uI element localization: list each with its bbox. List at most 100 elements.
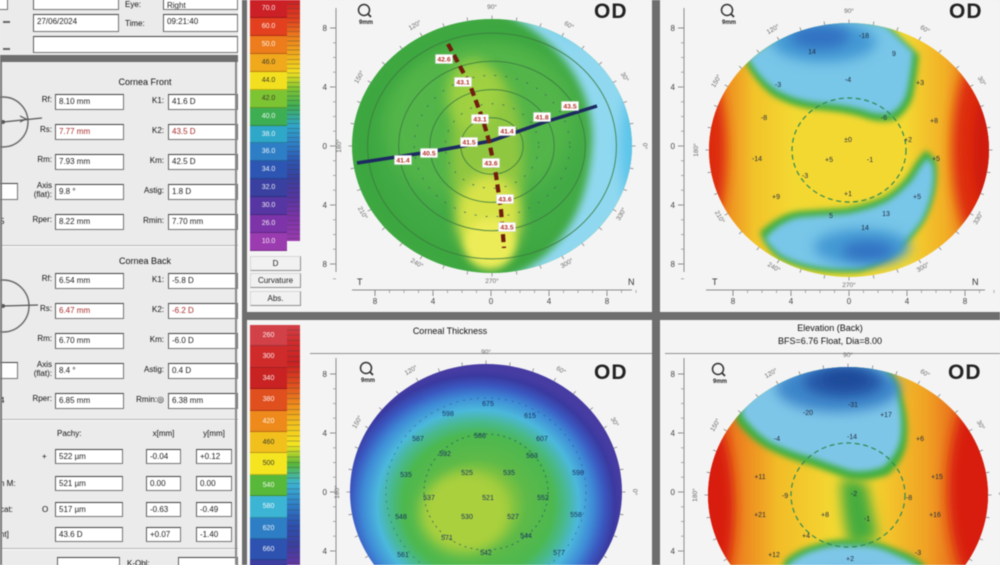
svg-text:+11: +11 — [754, 474, 765, 481]
svg-text:OD: OD — [594, 0, 628, 23]
svg-text:+2: +2 — [904, 137, 912, 144]
svg-text:210°: 210° — [713, 209, 727, 225]
svg-text:0°: 0° — [997, 492, 1000, 499]
svg-text:14: 14 — [861, 225, 869, 232]
svg-text:8: 8 — [605, 297, 610, 306]
svg-text:270°: 270° — [485, 277, 499, 285]
svg-text:8: 8 — [731, 297, 736, 306]
svg-text:+5: +5 — [913, 194, 921, 201]
svg-text:530: 530 — [461, 514, 473, 521]
svg-text:4: 4 — [547, 297, 552, 306]
svg-text:9mm: 9mm — [359, 20, 373, 26]
svg-text:577: 577 — [553, 550, 565, 557]
svg-text:+6: +6 — [916, 436, 924, 443]
svg-text:-31: -31 — [848, 402, 858, 409]
svg-text:-6: -6 — [881, 115, 887, 122]
svg-text:544: 544 — [520, 533, 532, 540]
svg-text:9mm: 9mm — [713, 379, 727, 385]
svg-text:41.4: 41.4 — [396, 158, 409, 165]
svg-text:N: N — [628, 277, 635, 287]
svg-text:0: 0 — [847, 297, 852, 306]
svg-text:+21: +21 — [754, 512, 766, 519]
svg-text:60°: 60° — [919, 23, 932, 35]
svg-text:90°: 90° — [487, 3, 497, 11]
svg-text:60°: 60° — [555, 364, 568, 376]
svg-text:0: 0 — [323, 142, 328, 151]
svg-text:537: 537 — [423, 495, 435, 502]
svg-text:180°: 180° — [335, 139, 343, 153]
svg-text:T: T — [712, 277, 718, 287]
svg-text:120°: 120° — [765, 22, 781, 36]
svg-text:120°: 120° — [407, 18, 423, 32]
svg-text:-1: -1 — [864, 516, 870, 523]
svg-text:-3: -3 — [802, 173, 808, 180]
svg-text:330°: 330° — [614, 206, 628, 222]
svg-text:+1: +1 — [844, 191, 852, 198]
svg-text:30°: 30° — [975, 419, 987, 432]
svg-text:OD: OD — [594, 361, 628, 384]
svg-text:43.6: 43.6 — [498, 197, 511, 204]
svg-text:527: 527 — [507, 514, 519, 521]
svg-text:330°: 330° — [971, 210, 985, 226]
svg-text:592: 592 — [439, 451, 451, 458]
svg-text:41.4: 41.4 — [500, 129, 513, 136]
svg-text:-1: -1 — [867, 157, 873, 164]
svg-text:8: 8 — [323, 24, 328, 33]
svg-text:0: 0 — [489, 297, 494, 306]
svg-text:0: 0 — [323, 488, 328, 497]
svg-text:43.5: 43.5 — [563, 104, 576, 111]
svg-text:675: 675 — [482, 401, 494, 408]
svg-text:4: 4 — [323, 201, 328, 210]
svg-text:+9: +9 — [772, 194, 780, 201]
svg-text:+17: +17 — [880, 412, 892, 419]
svg-text:+5: +5 — [825, 157, 833, 164]
svg-text:N: N — [972, 277, 979, 287]
svg-text:8: 8 — [671, 24, 676, 33]
svg-text:210°: 210° — [356, 205, 370, 221]
svg-text:4: 4 — [905, 297, 910, 306]
svg-text:±0: ±0 — [844, 137, 852, 144]
svg-text:615: 615 — [524, 413, 536, 420]
svg-text:-2: -2 — [851, 491, 857, 498]
svg-text:-20: -20 — [803, 410, 813, 417]
svg-text:8: 8 — [323, 260, 328, 269]
svg-text:4: 4 — [671, 547, 676, 556]
svg-text:0°: 0° — [641, 143, 649, 150]
svg-text:607: 607 — [536, 436, 548, 443]
svg-text:150°: 150° — [350, 414, 364, 430]
svg-text:40.5: 40.5 — [422, 151, 435, 158]
svg-text:5: 5 — [829, 213, 833, 220]
svg-text:563: 563 — [526, 453, 538, 460]
svg-text:150°: 150° — [709, 73, 723, 89]
svg-text:150°: 150° — [352, 69, 366, 85]
svg-text:558: 558 — [570, 512, 582, 519]
svg-text:0: 0 — [671, 488, 676, 497]
svg-text:-4: -4 — [845, 77, 851, 84]
svg-text:+2: +2 — [846, 556, 854, 563]
svg-text:8: 8 — [323, 370, 328, 379]
svg-text:+8: +8 — [930, 118, 938, 125]
svg-text:9mm: 9mm — [361, 378, 375, 384]
svg-text:+3: +3 — [916, 80, 924, 87]
svg-text:571: 571 — [441, 535, 453, 542]
svg-text:535: 535 — [503, 470, 515, 477]
svg-text:30°: 30° — [609, 416, 621, 429]
svg-text:4: 4 — [323, 83, 328, 92]
svg-text:+5: +5 — [932, 156, 940, 163]
svg-text:8: 8 — [963, 297, 968, 306]
svg-text:4: 4 — [323, 429, 328, 438]
svg-text:300°: 300° — [915, 260, 931, 274]
svg-text:60°: 60° — [563, 19, 576, 31]
svg-text:-8: -8 — [761, 115, 767, 122]
svg-text:0°: 0° — [998, 147, 1000, 154]
svg-text:535: 535 — [400, 472, 412, 479]
svg-text:9: 9 — [892, 51, 896, 58]
svg-text:43.1: 43.1 — [473, 117, 486, 124]
svg-text:150°: 150° — [708, 417, 722, 433]
svg-text:4: 4 — [671, 83, 676, 92]
svg-text:4: 4 — [323, 547, 328, 556]
svg-text:4: 4 — [671, 429, 676, 438]
svg-text:300°: 300° — [559, 256, 575, 270]
svg-text:-14: -14 — [752, 156, 762, 163]
svg-text:OD: OD — [949, 0, 983, 23]
